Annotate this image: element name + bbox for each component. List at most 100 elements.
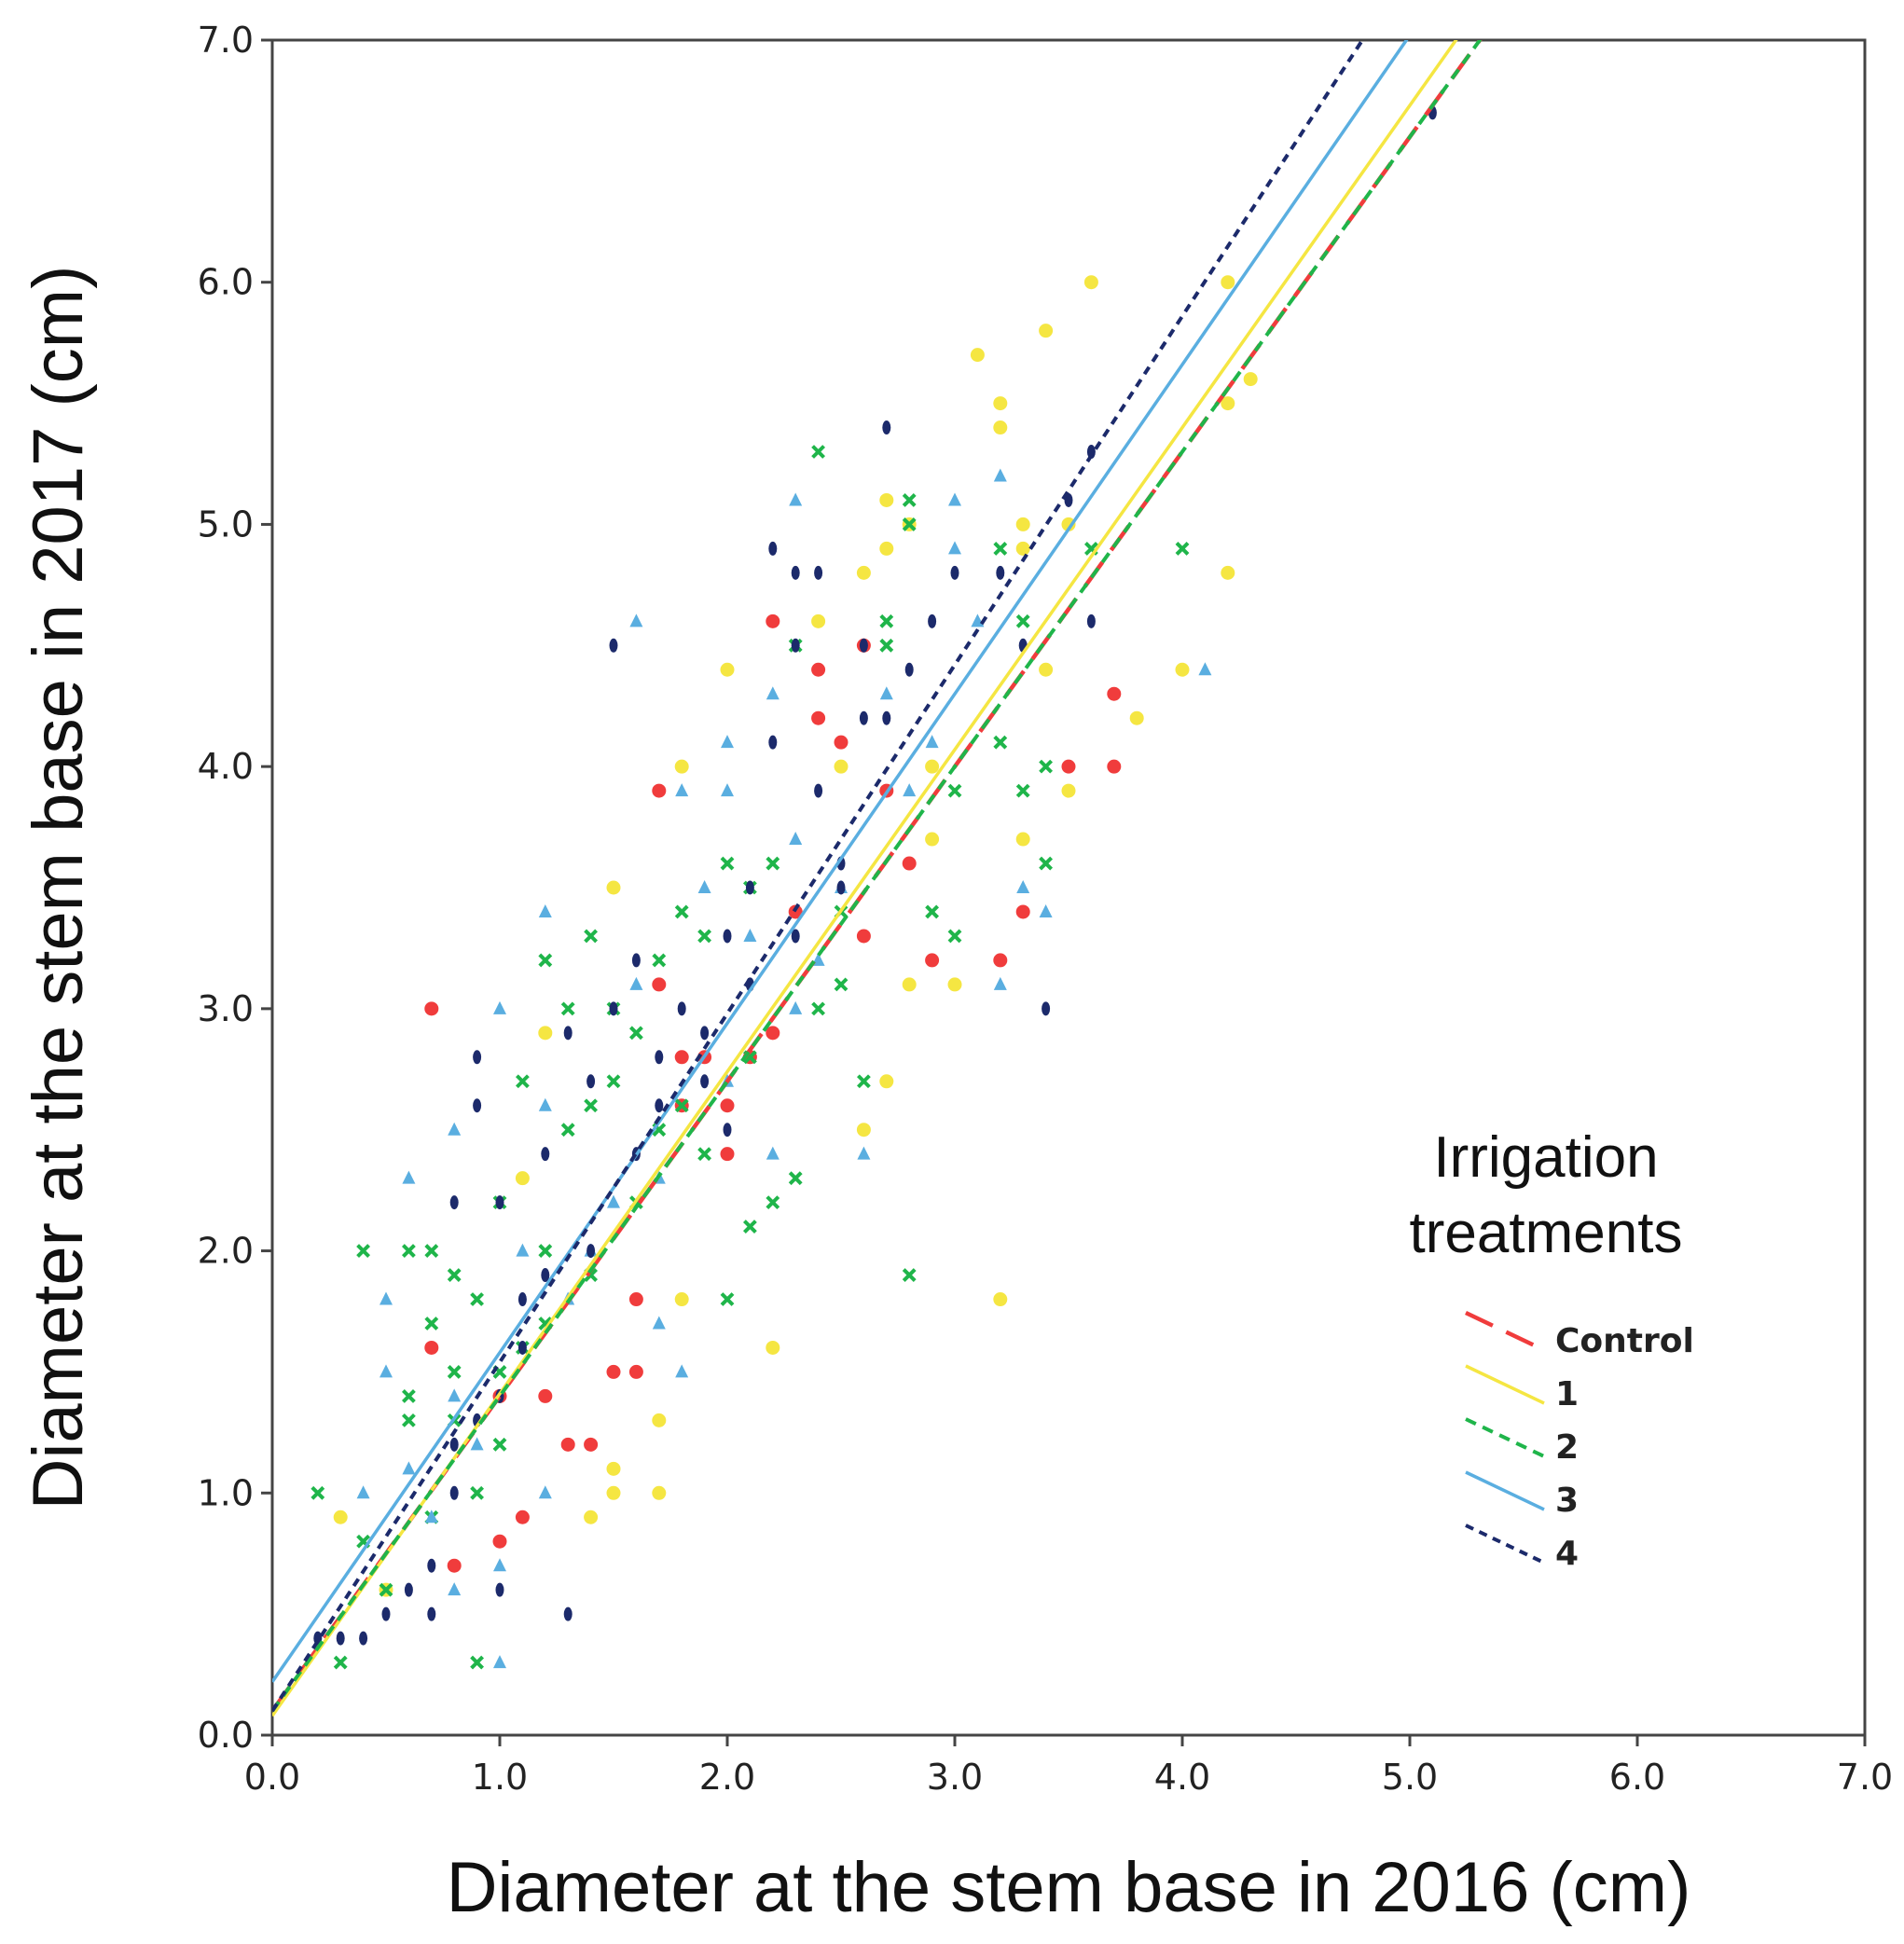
data-point-2: [538, 1244, 553, 1258]
data-point-3: [1198, 662, 1212, 676]
fit-line-3: [272, 40, 1409, 1683]
data-point-3: [538, 1097, 552, 1111]
data-point-control: [1107, 759, 1122, 774]
data-point-1: [674, 759, 689, 774]
data-point-4: [768, 541, 778, 556]
plot-area: [270, 38, 1867, 1737]
data-point-1: [879, 492, 894, 507]
data-point-4: [791, 565, 800, 580]
data-point-control: [902, 856, 917, 871]
data-point-2: [606, 1074, 621, 1089]
legend: Irrigation treatments Control 1 2 3 4: [1410, 1125, 1694, 1573]
data-point-3: [652, 1316, 666, 1330]
data-point-2: [902, 493, 917, 507]
data-point-2: [902, 517, 917, 531]
data-point-1: [1039, 324, 1054, 338]
data-point-4: [950, 565, 959, 580]
data-point-1: [606, 1461, 621, 1476]
data-point-2: [1039, 856, 1054, 871]
data-point-4: [609, 1001, 618, 1016]
data-point-2: [788, 1171, 803, 1186]
data-point-1: [766, 1340, 780, 1355]
data-point-4: [814, 565, 823, 580]
legend-swatch-1: [1465, 1364, 1545, 1405]
data-point-3: [993, 976, 1007, 990]
data-point-3: [356, 1485, 370, 1499]
data-point-1: [1061, 517, 1076, 531]
data-point-3: [470, 1437, 484, 1451]
legend-label-1: 1: [1555, 1375, 1579, 1413]
data-point-3: [721, 735, 734, 749]
data-point-3: [402, 1461, 416, 1475]
data-point-control: [628, 1292, 643, 1307]
x-tick-label: 1.0: [472, 1757, 528, 1798]
data-point-3: [721, 783, 734, 797]
data-point-control: [628, 1364, 643, 1379]
x-tick-label: 3.0: [927, 1757, 983, 1798]
data-point-2: [515, 1074, 530, 1089]
data-point-4: [427, 1606, 436, 1621]
data-point-1: [1061, 783, 1076, 798]
data-point-3: [971, 614, 985, 627]
data-point-control: [925, 953, 940, 968]
data-point-3: [607, 1194, 620, 1208]
data-point-1: [993, 396, 1008, 411]
data-point-3: [516, 1243, 530, 1257]
data-point-4: [449, 1195, 459, 1210]
data-point-2: [560, 1001, 575, 1016]
data-point-2: [674, 1098, 689, 1113]
data-point-2: [811, 445, 826, 459]
legend-swatch-control: [1465, 1310, 1545, 1353]
data-point-3: [697, 880, 711, 893]
data-point-3: [493, 1558, 506, 1572]
data-point-4: [791, 929, 800, 944]
data-point-2: [310, 1485, 325, 1500]
fit-line-1: [272, 40, 1458, 1717]
data-point-4: [723, 929, 732, 944]
data-point-1: [925, 759, 940, 774]
data-point-control: [720, 1098, 735, 1113]
data-point-4: [473, 1050, 482, 1065]
data-point-4: [563, 1026, 573, 1041]
data-point-3: [789, 1000, 803, 1014]
data-point-4: [859, 710, 868, 725]
data-point-1: [1221, 275, 1235, 290]
data-point-4: [700, 1026, 710, 1041]
data-point-2: [424, 1317, 439, 1330]
y-tick-label: 3.0: [198, 988, 254, 1029]
data-point-control: [515, 1510, 530, 1524]
data-point-1: [1039, 662, 1054, 677]
data-point-control: [424, 1001, 439, 1016]
legend-label-4: 4: [1555, 1535, 1579, 1573]
data-point-1: [993, 421, 1008, 435]
data-point-2: [993, 735, 1008, 750]
x-tick-label: 4.0: [1154, 1757, 1210, 1798]
data-point-1: [333, 1510, 348, 1524]
y-tick-label: 1.0: [198, 1472, 254, 1513]
data-point-4: [996, 565, 1005, 580]
data-point-1: [1129, 710, 1144, 725]
data-point-4: [814, 783, 823, 798]
legend-swatch-3: [1465, 1470, 1545, 1511]
data-point-4: [859, 638, 868, 653]
data-point-control: [1015, 904, 1030, 919]
data-point-1: [1015, 832, 1030, 847]
data-point-control: [652, 783, 667, 798]
data-point-control: [1061, 759, 1076, 774]
data-point-4: [700, 1074, 710, 1089]
data-point-3: [857, 1146, 871, 1160]
data-point-2: [1039, 759, 1054, 774]
data-point-4: [449, 1437, 459, 1452]
data-point-2: [584, 1098, 599, 1113]
data-point-3: [675, 783, 689, 797]
data-point-1: [879, 541, 894, 556]
data-point-2: [720, 1292, 735, 1306]
data-point-1: [584, 1510, 599, 1524]
data-point-2: [401, 1413, 416, 1427]
data-point-4: [655, 1050, 664, 1065]
data-point-3: [629, 614, 643, 627]
data-point-2: [470, 1655, 485, 1670]
data-point-4: [768, 735, 778, 750]
data-point-2: [742, 1220, 757, 1234]
